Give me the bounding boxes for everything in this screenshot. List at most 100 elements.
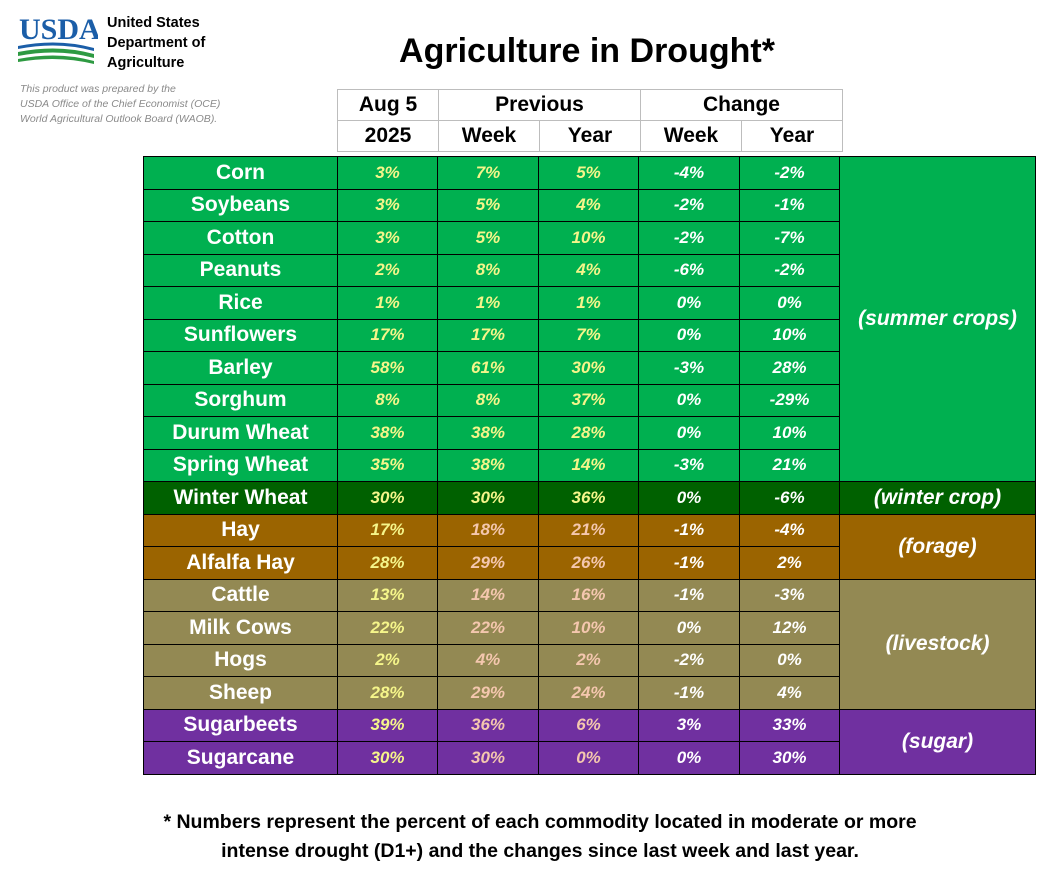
agency-name: United States Department of Agriculture	[107, 13, 205, 73]
header-previous: Previous	[438, 89, 641, 121]
credit-line: USDA Office of the Chief Economist (OCE)	[20, 98, 221, 110]
commodity-name: Alfalfa Hay	[143, 546, 338, 580]
table-row: Sugarcane 30% 30% 0% 0% 30%	[143, 741, 1036, 775]
group-label-summer: (summer crops)	[839, 156, 1036, 482]
cell-prev-year: 0%	[538, 741, 639, 775]
header-prev-year: Year	[539, 120, 641, 152]
cell-chg-week: 0%	[638, 383, 740, 417]
table-row: Sorghum 8% 8% 37% 0% -29%	[143, 383, 1036, 417]
group-label-livestock: (livestock)	[839, 578, 1036, 710]
cell-current: 1%	[337, 286, 438, 320]
cell-prev-year: 5%	[538, 156, 639, 190]
cell-chg-year: 10%	[739, 318, 840, 352]
cell-prev-year: 30%	[538, 351, 639, 385]
commodity-name: Peanuts	[143, 253, 338, 287]
cell-prev-year: 37%	[538, 383, 639, 417]
cell-current: 28%	[337, 676, 438, 710]
cell-prev-year: 4%	[538, 188, 639, 222]
cell-prev-year: 36%	[538, 481, 639, 515]
cell-chg-year: 21%	[739, 448, 840, 482]
cell-chg-year: -29%	[739, 383, 840, 417]
cell-chg-year: -1%	[739, 188, 840, 222]
commodity-name: Sugarcane	[143, 741, 338, 775]
table-row: Cattle 13% 14% 16% -1% -3% (livestock)	[143, 578, 1036, 710]
table-row: Hay 17% 18% 21% -1% -4% (forage)	[143, 513, 1036, 580]
table-row: Spring Wheat 35% 38% 14% -3% 21%	[143, 448, 1036, 482]
cell-chg-year: 0%	[739, 643, 840, 677]
commodity-name: Sheep	[143, 676, 338, 710]
cell-chg-year: 33%	[739, 708, 840, 742]
cell-chg-week: 0%	[638, 611, 740, 645]
cell-current: 30%	[337, 741, 438, 775]
table-row: Sugarbeets 39% 36% 6% 3% 33% (sugar)	[143, 708, 1036, 775]
cell-prev-week: 8%	[437, 253, 539, 287]
commodity-name: Sunflowers	[143, 318, 338, 352]
cell-current: 17%	[337, 318, 438, 352]
cell-prev-week: 38%	[437, 448, 539, 482]
agency-line: Department of	[107, 35, 206, 51]
cell-prev-year: 10%	[538, 611, 639, 645]
cell-prev-week: 30%	[437, 741, 539, 775]
cell-prev-week: 61%	[437, 351, 539, 385]
header-current-year: 2025	[337, 120, 439, 152]
cell-prev-year: 6%	[538, 708, 639, 742]
table-row: Alfalfa Hay 28% 29% 26% -1% 2%	[143, 546, 1036, 580]
cell-chg-year: -3%	[739, 578, 840, 612]
commodity-name: Sugarbeets	[143, 708, 338, 742]
group-label-winter: (winter crop)	[839, 481, 1036, 515]
header-current-date: Aug 5	[337, 89, 439, 121]
commodity-name: Cattle	[143, 578, 338, 612]
cell-prev-week: 18%	[437, 513, 539, 547]
header-prev-week: Week	[438, 120, 540, 152]
cell-chg-week: 0%	[638, 416, 740, 450]
commodity-name: Barley	[143, 351, 338, 385]
cell-current: 3%	[337, 188, 438, 222]
cell-chg-week: 3%	[638, 708, 740, 742]
cell-chg-week: -3%	[638, 448, 740, 482]
table-row: Rice 1% 1% 1% 0% 0%	[143, 286, 1036, 320]
cell-prev-year: 2%	[538, 643, 639, 677]
cell-current: 13%	[337, 578, 438, 612]
cell-prev-year: 21%	[538, 513, 639, 547]
cell-prev-week: 1%	[437, 286, 539, 320]
table-row: Winter Wheat 30% 30% 36% 0% -6% (winter crop)	[143, 481, 1036, 515]
cell-chg-week: 0%	[638, 286, 740, 320]
footnote: * Numbers represent the percent of each …	[100, 808, 980, 866]
cell-current: 28%	[337, 546, 438, 580]
cell-chg-week: -6%	[638, 253, 740, 287]
cell-prev-week: 14%	[437, 578, 539, 612]
cell-prev-year: 24%	[538, 676, 639, 710]
cell-chg-year: 28%	[739, 351, 840, 385]
column-header: Aug 5 Previous Change 2025 Week Year Wee…	[337, 89, 843, 152]
cell-current: 39%	[337, 708, 438, 742]
table-row: Soybeans 3% 5% 4% -2% -1%	[143, 188, 1036, 222]
table-row: Sunflowers 17% 17% 7% 0% 10%	[143, 318, 1036, 352]
page-title: Agriculture in Drought*	[399, 32, 775, 70]
cell-chg-week: 0%	[638, 741, 740, 775]
cell-current: 22%	[337, 611, 438, 645]
commodity-name: Spring Wheat	[143, 448, 338, 482]
agency-line: Agriculture	[107, 55, 185, 71]
commodity-name: Durum Wheat	[143, 416, 338, 450]
credit-line: This product was prepared by the	[20, 83, 176, 95]
footnote-line: intense drought (D1+) and the changes si…	[221, 840, 859, 862]
cell-chg-year: -6%	[739, 481, 840, 515]
cell-chg-week: 0%	[638, 481, 740, 515]
cell-prev-week: 29%	[437, 546, 539, 580]
cell-current: 35%	[337, 448, 438, 482]
group-label-sugar: (sugar)	[839, 708, 1036, 775]
header-change-year: Year	[741, 120, 843, 152]
cell-prev-year: 7%	[538, 318, 639, 352]
commodity-name: Rice	[143, 286, 338, 320]
cell-prev-week: 22%	[437, 611, 539, 645]
commodity-name: Winter Wheat	[143, 481, 338, 515]
cell-chg-year: 12%	[739, 611, 840, 645]
cell-chg-year: -7%	[739, 221, 840, 255]
header-change-week: Week	[640, 120, 742, 152]
cell-prev-week: 17%	[437, 318, 539, 352]
header-change: Change	[640, 89, 843, 121]
cell-current: 3%	[337, 221, 438, 255]
agency-line: United States	[107, 15, 200, 31]
usda-logo: USDA	[18, 13, 98, 64]
cell-prev-week: 30%	[437, 481, 539, 515]
